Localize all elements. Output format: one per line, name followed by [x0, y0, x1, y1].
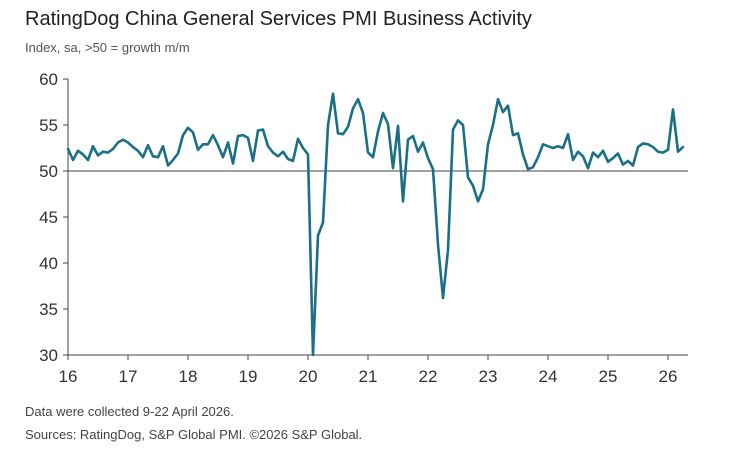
y-tick-label: 30 — [39, 346, 58, 365]
y-tick-label: 45 — [39, 208, 58, 227]
axes — [67, 79, 688, 356]
y-tick-label: 40 — [39, 254, 58, 273]
x-tick-label: 16 — [59, 367, 78, 386]
x-tick-label: 18 — [179, 367, 198, 386]
data-collection-note: Data were collected 9-22 April 2026. — [25, 404, 234, 419]
x-tick-label: 24 — [539, 367, 558, 386]
x-tick-label: 20 — [299, 367, 318, 386]
x-tick-label: 19 — [239, 367, 258, 386]
x-axis-ticks: 16 17 18 19 20 21 22 23 24 25 26 — [59, 355, 678, 386]
plot-area — [66, 92, 685, 357]
y-tick-label: 55 — [39, 116, 58, 135]
y-tick-label: 50 — [39, 162, 58, 181]
x-tick-label: 17 — [119, 367, 138, 386]
y-tick-label: 35 — [39, 300, 58, 319]
chart-title: RatingDog China General Services PMI Bus… — [25, 8, 532, 30]
sources-note: Sources: RatingDog, S&P Global PMI. ©202… — [25, 427, 363, 442]
chart-subtitle: Index, sa, >50 = growth m/m — [25, 40, 190, 55]
x-tick-label: 26 — [659, 367, 678, 386]
y-tick-label: 60 — [39, 70, 58, 89]
x-tick-label: 23 — [479, 367, 498, 386]
x-tick-label: 21 — [359, 367, 378, 386]
chart-notes: Data were collected 9-22 April 2026. Sou… — [25, 400, 362, 446]
y-axis-ticks: 30 35 40 45 50 55 60 — [39, 70, 68, 365]
x-tick-label: 22 — [419, 367, 438, 386]
x-tick-label: 25 — [599, 367, 618, 386]
series-line — [66, 92, 685, 357]
